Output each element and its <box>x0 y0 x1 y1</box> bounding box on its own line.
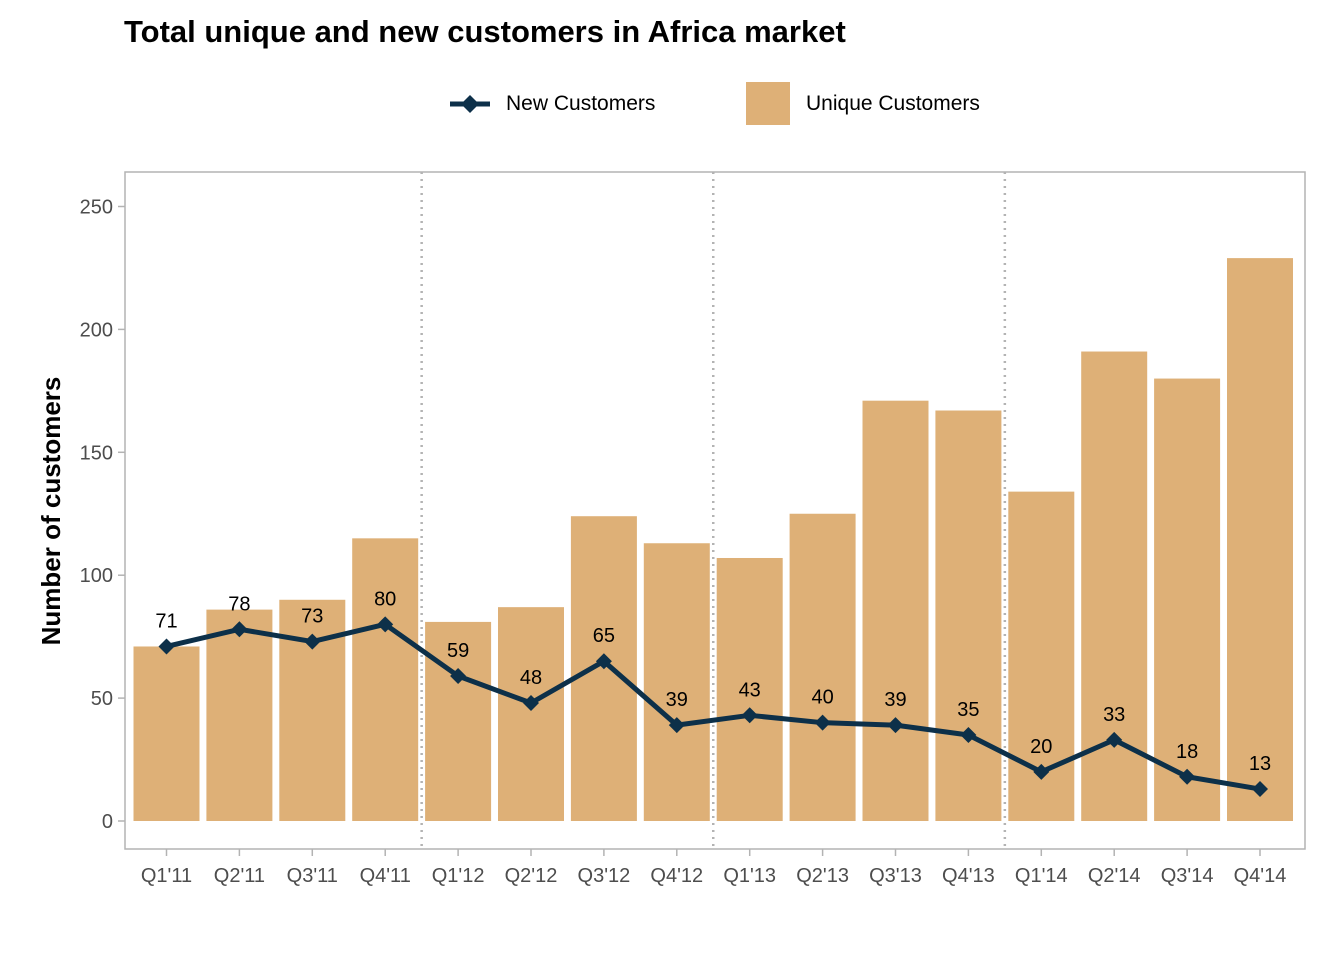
y-axis: 0 50 100 150 200 250 <box>80 197 125 833</box>
x-tick-label: Q4'14 <box>1234 865 1287 887</box>
x-tick-label: Q4'13 <box>942 865 995 887</box>
y-tick-label: 0 <box>102 811 113 833</box>
new-customers-point <box>1033 763 1050 780</box>
new-customers-point <box>668 717 685 734</box>
bar-unique-customers <box>425 621 492 821</box>
new-customers-point <box>814 714 831 731</box>
data-label: 65 <box>593 625 615 647</box>
y-tick-label: 150 <box>80 442 113 464</box>
chart-title: Total unique and new customers in Africa… <box>124 14 846 49</box>
data-label: 78 <box>228 593 250 615</box>
bar-unique-customers <box>643 543 710 821</box>
data-label: 48 <box>520 667 542 689</box>
x-tick-label: Q3'12 <box>578 865 631 887</box>
new-customers-point <box>377 616 394 633</box>
legend-item-unique-customers: Unique Customers <box>746 80 1016 128</box>
new-customers-point <box>231 621 248 638</box>
x-tick-label: Q2'13 <box>796 865 849 887</box>
y-tick-label: 250 <box>80 197 113 219</box>
new-customers-point <box>304 633 321 650</box>
data-label: 35 <box>957 699 979 721</box>
x-axis: Q1'11 Q2'11 Q3'11 Q4'11 Q1'12 Q2'12 Q3'12 Q4'12… <box>141 849 1287 887</box>
x-tick-label: Q4'12 <box>650 865 703 887</box>
bar-unique-customers <box>206 609 273 821</box>
bar-unique-customers <box>1227 258 1293 821</box>
legend-label-unique-customers: Unique Customers <box>806 92 980 115</box>
new-customers-point <box>1252 781 1268 798</box>
new-customers-points <box>158 616 1268 798</box>
data-label: 18 <box>1176 741 1198 763</box>
x-tick-label: Q1'13 <box>723 865 776 887</box>
new-customers-point <box>960 726 977 743</box>
y-axis-label: Number of customers <box>36 377 66 646</box>
data-label: 73 <box>301 606 323 628</box>
data-label: 80 <box>374 588 396 610</box>
x-tick-label: Q1'12 <box>432 865 485 887</box>
new-customers-point <box>158 638 175 655</box>
bar-unique-customers <box>352 538 419 821</box>
new-customers-line-layer <box>165 621 1261 792</box>
data-label: 20 <box>1030 736 1052 758</box>
x-tick-label: Q4'11 <box>360 865 411 887</box>
data-label: 71 <box>155 610 177 632</box>
x-tick-label: Q3'11 <box>287 865 338 887</box>
new-customers-point <box>595 653 612 670</box>
bar-unique-customers <box>789 513 856 821</box>
x-tick-label: Q1'14 <box>1015 865 1068 887</box>
year-separators <box>420 172 1007 849</box>
data-label: 59 <box>447 640 469 662</box>
bars-layer <box>133 258 1293 821</box>
bar-unique-customers <box>498 607 564 821</box>
x-tick-label: Q2'12 <box>505 865 558 887</box>
y-tick-label: 200 <box>80 319 113 341</box>
x-tick-label: Q3'14 <box>1161 865 1214 887</box>
bar-unique-customers <box>862 400 929 821</box>
new-customers-line <box>165 621 1261 792</box>
x-tick-label: Q2'11 <box>214 865 265 887</box>
legend-item-new-customers: New Customers <box>446 80 686 128</box>
x-tick-label: Q1'11 <box>141 865 192 887</box>
bar-unique-customers <box>935 410 1002 821</box>
panel-border <box>124 171 1306 850</box>
bar-unique-customers <box>279 599 346 821</box>
bar-unique-customers <box>716 557 783 821</box>
bar-unique-customers <box>133 646 200 821</box>
data-label: 40 <box>811 687 833 709</box>
data-label: 33 <box>1103 704 1125 726</box>
new-customers-point <box>450 667 467 684</box>
data-labels: 71 78 73 80 59 48 65 39 43 40 39 35 20 33 18 13 <box>155 588 1271 775</box>
legend-square-icon <box>746 82 790 125</box>
new-customers-point <box>741 707 758 724</box>
y-tick-label: 50 <box>91 688 113 710</box>
data-label: 43 <box>739 679 761 701</box>
new-customers-point <box>1179 768 1196 785</box>
new-customers-point <box>887 717 904 734</box>
new-customers-point <box>523 695 539 712</box>
y-tick-label: 100 <box>80 565 113 587</box>
data-label: 39 <box>666 689 688 711</box>
data-label: 39 <box>884 689 906 711</box>
x-tick-label: Q3'13 <box>869 865 922 887</box>
legend-line-diamond-icon <box>450 95 490 113</box>
data-label: 13 <box>1249 753 1271 775</box>
legend-label-new-customers: New Customers <box>506 92 656 115</box>
new-customers-point <box>1106 731 1123 748</box>
x-tick-label: Q2'14 <box>1088 865 1141 887</box>
bar-unique-customers <box>1154 378 1221 821</box>
